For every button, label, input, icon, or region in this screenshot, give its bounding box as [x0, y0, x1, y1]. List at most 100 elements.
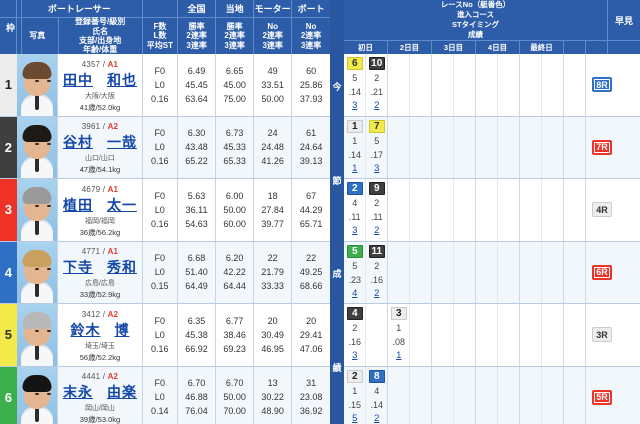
race-entry[interactable]: 2 4 .11 3: [344, 179, 365, 241]
national-stats: 6.68 51.40 64.49: [178, 241, 217, 303]
race-number-badge[interactable]: 10: [368, 57, 385, 70]
finish-result[interactable]: 5: [352, 412, 358, 424]
racer-row[interactable]: 2 3961 / A2 谷村 一哉 山口/山口 47歳/54.1kg F0 L0: [0, 116, 330, 179]
race-number-badge[interactable]: 4: [346, 307, 363, 320]
race-entry[interactable]: 3 1 .08 1: [388, 304, 409, 366]
photo-eye-right: [46, 330, 51, 332]
motor-stats: 24 24.48 41.26: [254, 116, 293, 178]
motor-stats: 22 21.79 33.33: [254, 241, 293, 303]
finish-result[interactable]: 3: [374, 162, 380, 174]
racer-name-link[interactable]: 田中 和也: [62, 71, 137, 88]
day-cell-blank: [564, 241, 586, 303]
racer-row[interactable]: 5 3412 / A2 鈴木博 埼玉/埼玉 56歳/52.2kg F0 L0: [0, 304, 330, 367]
finish-result[interactable]: 1: [352, 162, 358, 174]
racer-name-link[interactable]: 下寺 秀和: [62, 259, 137, 276]
racer-photo[interactable]: [16, 116, 59, 178]
st-timing: .15: [348, 399, 361, 410]
race-number-badge[interactable]: 1: [346, 119, 363, 133]
vbar-char-4: 績: [332, 362, 342, 373]
racer-row[interactable]: 1 4357 / A1 田中 和也 大阪/大阪 41歳/52.0kg F0 L0: [0, 54, 330, 117]
race-entry: [497, 179, 519, 241]
day-headers: 初日 2日目 3日目 4日目 最終日: [344, 40, 640, 54]
hayami-race-badge[interactable]: 5R: [592, 389, 612, 405]
header-hayami: 早見: [614, 15, 633, 26]
race-entry[interactable]: 4 2 .16 3: [344, 304, 365, 366]
st-timing: .23: [348, 274, 361, 285]
race-entry[interactable]: 10 2 .21 2: [365, 54, 387, 116]
race-entry[interactable]: 2 1 .15 5: [344, 367, 365, 424]
finish-result[interactable]: 2: [374, 100, 380, 111]
race-number-badge[interactable]: 5: [346, 244, 363, 258]
race-number-badge[interactable]: 8: [368, 369, 385, 383]
finish-result[interactable]: 3: [352, 225, 358, 236]
results-title: レースNo（艇番色） 進入コース STタイミング 成績: [344, 0, 608, 40]
header-photo: 写真: [17, 18, 59, 54]
race-number-badge[interactable]: 9: [368, 182, 385, 195]
racer-row[interactable]: 4 4771 / A1 下寺 秀和 広島/広島 33歳/52.9kg F0 L0: [0, 241, 330, 304]
racer-name-block: 4771 / A1 下寺 秀和 広島/広島 33歳/52.9kg: [58, 241, 143, 303]
header-name-col: 登録番号/級別 氏名 支部/出身地 年齢/体重: [59, 17, 143, 54]
boat-stats-v2: 25.86: [299, 79, 323, 90]
race-entry: [497, 116, 519, 178]
day-header-2: 2日目: [388, 41, 432, 54]
race-entry[interactable]: 5 5 .23 4: [344, 242, 365, 304]
racer-name-link[interactable]: 末永 由楽: [62, 384, 137, 401]
finish-result[interactable]: 3: [352, 100, 358, 111]
hayami-cell: 5R: [586, 367, 618, 424]
racer-photo[interactable]: [16, 366, 59, 424]
day-cell-3: [432, 116, 476, 178]
racer-name-link[interactable]: 植田 太一: [62, 196, 137, 213]
racer-photo[interactable]: [16, 54, 59, 116]
race-number-badge[interactable]: 2: [346, 182, 363, 195]
race-number-badge[interactable]: 2: [346, 369, 363, 383]
header-loc-2rate: 2連率: [224, 31, 245, 41]
boat-stats-v3: 36.92: [299, 406, 323, 417]
day-header-blank-1: [564, 41, 586, 54]
race-entry[interactable]: 9 2 .11 2: [365, 179, 387, 241]
finish-result[interactable]: 2: [374, 412, 380, 424]
racer-photo[interactable]: [16, 179, 59, 241]
race-entry[interactable]: 8 4 .14 2: [365, 366, 387, 424]
racer-grade: A1: [107, 247, 119, 257]
finish-result[interactable]: 1: [396, 350, 402, 361]
boat-stats-v1: 67: [306, 190, 317, 201]
race-number-badge[interactable]: 6: [346, 57, 363, 70]
racer-row[interactable]: 3 4679 / A1 植田 太一 福岡/福岡 36歳/56.2kg F0 L0: [0, 179, 330, 242]
race-entry[interactable]: 6 5 .14 3: [344, 54, 365, 116]
st-timing: .21: [370, 87, 383, 97]
entry-course: 2: [374, 260, 380, 271]
race-entry[interactable]: 1 1 .14 1: [344, 117, 365, 179]
race-entry: [520, 179, 541, 241]
motor-stats-v2: 30.49: [261, 329, 284, 340]
race-entry: [541, 366, 563, 424]
race-number-badge[interactable]: 7: [368, 119, 385, 133]
racer-name-link[interactable]: 谷村 一哉: [62, 134, 137, 151]
header-motor-sub: No 2連率 3連率: [254, 18, 293, 54]
race-entry[interactable]: 11 2 .16 2: [365, 241, 387, 303]
racer-row[interactable]: 6 4441 / A2 末永 由楽 岡山/岡山 39歳/53.0kg F0 L0: [0, 366, 330, 424]
result-row: 4 2 .16 3 3 1 .08 1: [344, 304, 640, 367]
hayami-race-badge[interactable]: 3R: [592, 327, 612, 343]
boat-stats-v2: 29.41: [299, 329, 323, 340]
finish-result[interactable]: 3: [352, 350, 358, 361]
hayami-race-badge[interactable]: 7R: [592, 139, 612, 155]
hayami-race-badge[interactable]: 6R: [592, 264, 612, 280]
finish-result[interactable]: 2: [374, 225, 380, 236]
racer-name-link[interactable]: 鈴木博: [70, 321, 130, 338]
finish-result[interactable]: 2: [374, 287, 380, 299]
finish-result[interactable]: 4: [352, 287, 358, 299]
race-entry[interactable]: 7 5 .17 3: [365, 116, 387, 178]
race-number-badge[interactable]: 11: [368, 244, 385, 258]
race-number-badge[interactable]: 3: [390, 307, 407, 320]
header-name-line-1: 登録番号/級別: [75, 17, 126, 27]
racer-photo[interactable]: [16, 241, 59, 303]
motor-stats-v1: 13: [267, 378, 278, 389]
hayami-race-badge[interactable]: 8R: [592, 77, 612, 93]
local-stats-v3: 75.00: [223, 93, 246, 104]
racer-photo[interactable]: [16, 304, 59, 366]
hayami-race-badge[interactable]: 4R: [592, 202, 612, 218]
national-stats: 6.35 45.38 66.92: [178, 304, 217, 366]
race-entry: [409, 304, 431, 366]
day-cell-1: 4 2 .16 3: [344, 304, 388, 366]
